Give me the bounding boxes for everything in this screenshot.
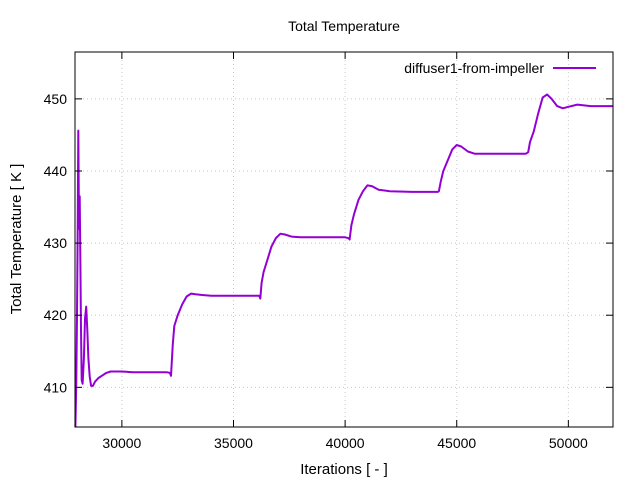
y-tick-label: 430	[44, 235, 68, 251]
x-tick-label: 50000	[549, 435, 588, 451]
y-tick-label: 420	[44, 307, 68, 323]
x-tick-label: 40000	[326, 435, 365, 451]
legend-label: diffuser1-from-impeller	[404, 60, 544, 76]
legend: diffuser1-from-impeller	[404, 60, 596, 76]
series-line	[74, 93, 613, 428]
x-tick-label: 30000	[102, 435, 141, 451]
plot-frame	[74, 51, 614, 428]
y-tick-label: 440	[44, 163, 68, 179]
ticks: 30000 35000 40000 45000 50000 410 420 430 440 450	[44, 52, 613, 451]
x-tick-label: 45000	[437, 435, 476, 451]
chart-title: Total Temperature	[288, 18, 400, 34]
y-axis-label: Total Temperature [ K ]	[8, 164, 25, 315]
x-tick-label: 35000	[214, 435, 253, 451]
y-tick-label: 450	[44, 91, 68, 107]
x-axis-label: Iterations [ - ]	[300, 461, 388, 478]
y-tick-label: 410	[44, 379, 68, 395]
grid-lines	[75, 52, 613, 427]
series-layer	[74, 93, 613, 428]
